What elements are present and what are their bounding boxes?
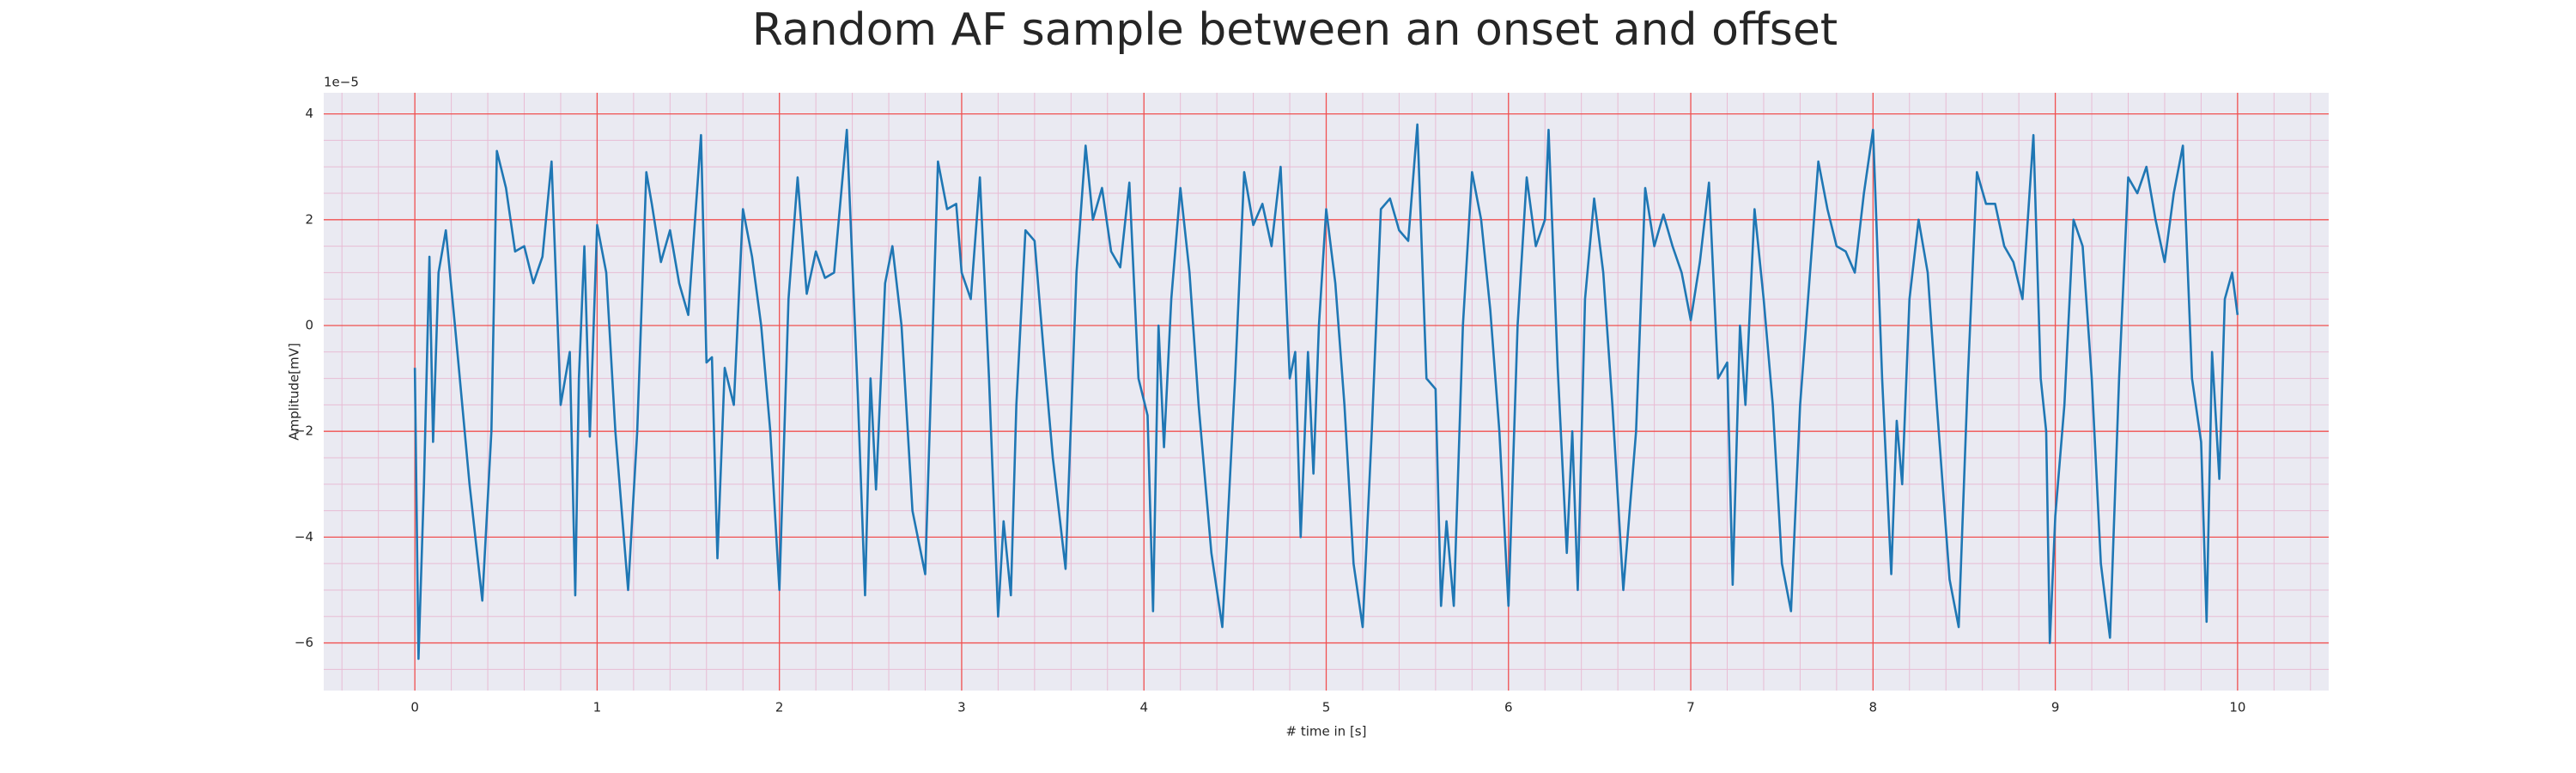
x-tick-label: 5 — [1322, 700, 1331, 715]
y-tick-label: −2 — [295, 423, 313, 439]
y-tick-label: 2 — [305, 211, 313, 227]
y-tick-label: −4 — [295, 529, 313, 545]
x-tick-label: 1 — [593, 700, 602, 715]
x-tick-label: 10 — [2229, 700, 2245, 715]
x-tick-label: 9 — [2051, 700, 2060, 715]
signal-line — [413, 123, 2239, 660]
x-tick-label: 0 — [410, 700, 419, 715]
x-tick-label: 2 — [775, 700, 784, 715]
x-tick-label: 8 — [1869, 700, 1878, 715]
x-tick-label: 6 — [1504, 700, 1513, 715]
x-axis-label: # time in [s] — [1286, 724, 1367, 740]
chart-title: Random AF sample between an onset and of… — [752, 4, 1838, 56]
x-tick-label: 3 — [957, 700, 966, 715]
y-offset-label: 1e−5 — [324, 75, 359, 90]
x-tick-label: 4 — [1139, 700, 1148, 715]
x-tick-label: 7 — [1686, 700, 1695, 715]
y-tick-label: −6 — [295, 635, 313, 650]
y-tick-label: 4 — [305, 106, 313, 121]
y-tick-label: 0 — [305, 318, 313, 333]
y-axis-label: Amplitude[mV] — [287, 343, 302, 440]
